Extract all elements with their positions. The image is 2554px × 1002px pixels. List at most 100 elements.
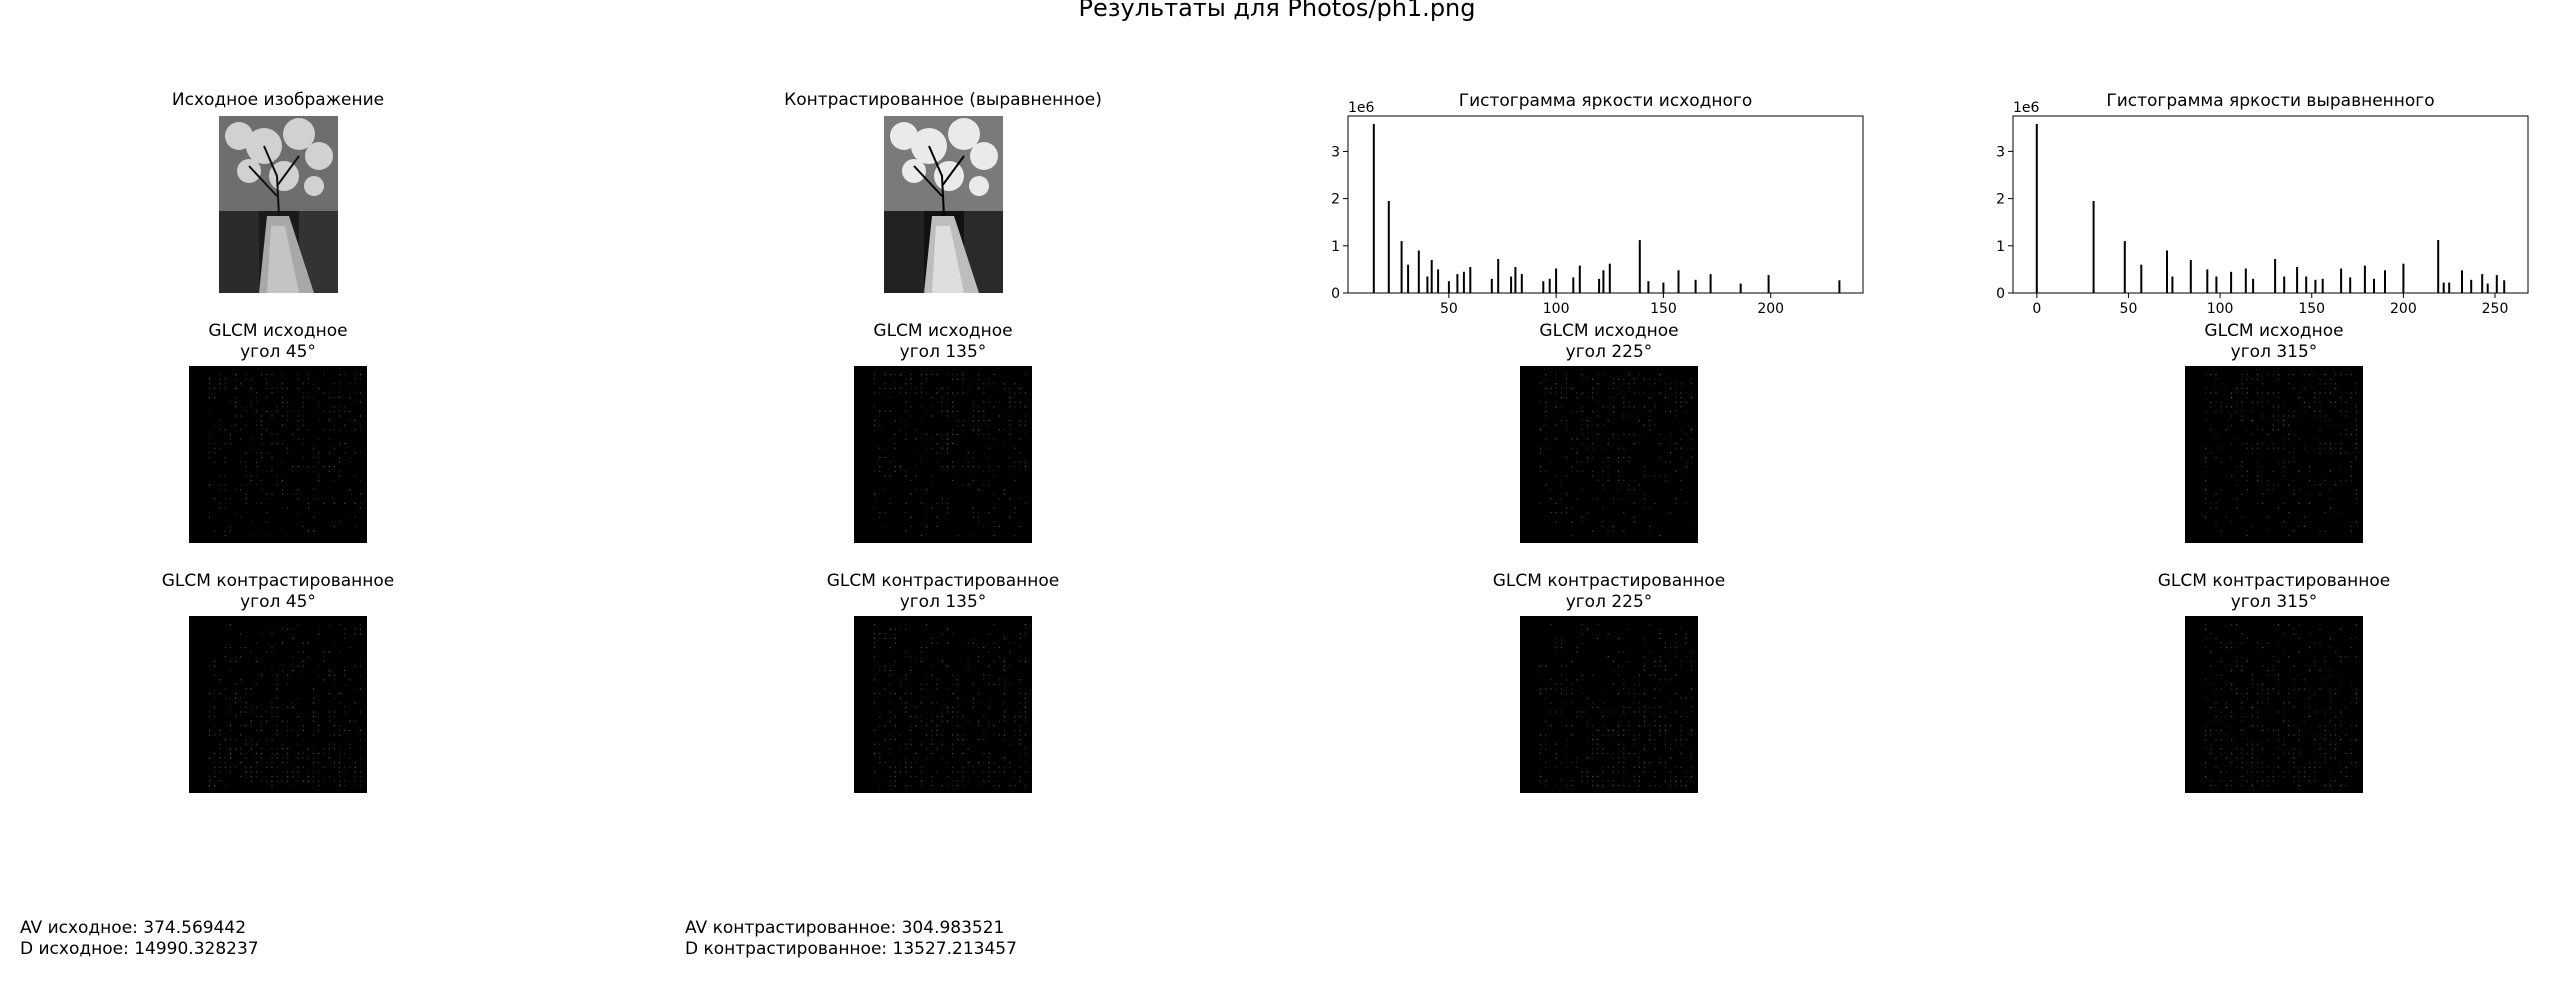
y-tick-label: 3 — [1331, 144, 1340, 160]
glcm_original-matrix-pattern — [209, 374, 361, 537]
x-tick-label: 0 — [2032, 301, 2041, 317]
histogram-title: Гистограмма яркости выравненного — [2106, 91, 2434, 111]
histogram-bar — [2092, 201, 2095, 293]
glcm_original-matrix-pattern — [874, 374, 1026, 537]
x-tick-label: 200 — [1757, 301, 1784, 317]
glcm_equalized-matrix-3 — [2185, 616, 2363, 793]
histogram-bar — [1387, 201, 1390, 293]
x-tick-label: 250 — [2482, 301, 2509, 317]
glcm_equalized-title-line1: GLCM контрастированное — [826, 571, 1060, 591]
histogram-original-chart: Гистограмма яркости исходного 1e6 50 100 150… — [1331, 91, 1864, 317]
glcm_equalized-matrix-pattern — [1540, 624, 1692, 787]
histogram-bar — [2244, 268, 2247, 293]
glcm_equalized-title-line2: угол 45° — [240, 592, 316, 612]
y-tick-label: 3 — [1996, 144, 2005, 160]
histogram-bar — [2503, 280, 2506, 293]
glcm_equalized-title-0: GLCM контрастированное угол 45° — [162, 571, 395, 613]
glcm_equalized-title-3: GLCM контрастированное угол 315° — [2158, 571, 2391, 613]
histogram-bar — [2314, 279, 2317, 293]
histogram-bar — [2448, 282, 2451, 293]
histogram-bar — [1417, 250, 1420, 293]
histogram-bar — [2495, 275, 2498, 293]
x-tick-label: 200 — [2390, 301, 2417, 317]
histogram-bar — [1572, 277, 1575, 293]
original-d-text: D исходное: 14990.328237 — [20, 939, 259, 959]
glcm_equalized-matrix-1 — [854, 616, 1032, 793]
x-tick-label: 50 — [1440, 301, 1458, 317]
equalized-image — [884, 116, 1003, 293]
glcm_equalized-title-line1: GLCM контрастированное — [161, 571, 395, 591]
histogram-bar — [1608, 263, 1611, 293]
y-tick-label: 1 — [1996, 239, 2005, 255]
original-stats: AV исходное: 374.569442 D исходное: 1499… — [20, 918, 259, 960]
histogram-bar — [1578, 265, 1581, 293]
histogram-bar — [1400, 241, 1403, 293]
histogram-bar — [1372, 124, 1375, 293]
equalized-image-title: Контрастированное (выравненное) — [784, 90, 1102, 110]
glcm_equalized-matrix-pattern — [209, 624, 361, 787]
glcm_equalized-title-line2: угол 315° — [2230, 592, 2318, 612]
histogram-bar — [1407, 264, 1410, 293]
histogram-bar — [2035, 124, 2038, 293]
equalized-d-text: D контрастированное: 13527.213457 — [685, 939, 1017, 959]
histogram-bar — [1709, 274, 1712, 293]
glcm_equalized-matrix-pattern — [874, 624, 1026, 787]
histogram-bar — [2166, 250, 2168, 293]
histogram-bar — [1469, 267, 1472, 293]
histogram-bar — [2321, 278, 2324, 293]
histogram-bar — [1430, 260, 1433, 293]
histogram-bar — [2442, 282, 2445, 293]
y-tick-label: 1 — [1331, 239, 1340, 255]
histogram-bar — [2252, 278, 2255, 293]
histogram-bar — [2189, 260, 2192, 293]
histogram-bar — [1514, 267, 1517, 293]
histogram-bar — [1456, 274, 1459, 293]
glcm_equalized-title-line2: угол 135° — [899, 592, 987, 612]
histogram-bar — [1426, 276, 1429, 293]
histogram-bar — [2230, 271, 2233, 293]
histogram-bar — [1638, 240, 1641, 293]
histogram-bar — [2349, 277, 2352, 293]
histogram-bar — [2206, 269, 2209, 293]
histogram-bar — [1602, 270, 1605, 293]
original-av-text: AV исходное: 374.569442 — [20, 918, 247, 938]
glcm_equalized-title-2: GLCM контрастированное угол 225° — [1493, 571, 1726, 613]
glcm_original-title-line1: GLCM исходное — [2204, 321, 2344, 341]
histogram-bar — [1510, 276, 1513, 293]
glcm_original-title-0: GLCM исходное угол 45° — [208, 321, 347, 363]
histogram-bar — [2171, 276, 2174, 293]
histogram-offset-label: 1e6 — [2013, 100, 2040, 116]
y-tick-label: 2 — [1331, 192, 1340, 208]
glcm_equalized-matrix-0 — [189, 616, 367, 793]
glcm_equalized-title-1: GLCM контрастированное угол 135° — [827, 571, 1060, 613]
histogram-bar — [2470, 279, 2473, 293]
glcm_original-title-line2: угол 135° — [899, 342, 987, 362]
glcm_original-title-line2: угол 315° — [2230, 342, 2318, 362]
histogram-bar — [1598, 278, 1601, 293]
histogram-bar — [2481, 274, 2484, 293]
histogram-bar — [2402, 263, 2405, 293]
equalized-image-art — [884, 116, 1003, 293]
glcm_original-matrix-3 — [2185, 366, 2363, 543]
histogram-bar — [2305, 276, 2308, 293]
glcm_original-matrix-2 — [1520, 366, 1698, 543]
histogram-bar — [2363, 265, 2366, 293]
histogram-bar — [2486, 283, 2489, 293]
histogram-bar — [2274, 259, 2277, 293]
original-image-art — [219, 116, 338, 293]
glcm_original-title-line2: угол 45° — [240, 342, 316, 362]
original-image — [219, 116, 338, 293]
glcm_original-title-3: GLCM исходное угол 315° — [2204, 321, 2343, 363]
glcm_equalized-title-line1: GLCM контрастированное — [1492, 571, 1726, 591]
histogram-bar — [1497, 259, 1500, 293]
histogram-bar — [1490, 278, 1493, 293]
histogram-bar — [1694, 279, 1697, 293]
x-tick-label: 150 — [1650, 301, 1677, 317]
histogram-bar — [2215, 276, 2218, 293]
y-tick-label: 2 — [1996, 192, 2005, 208]
histogram-title: Гистограмма яркости исходного — [1459, 91, 1753, 111]
y-tick-label: 0 — [1331, 286, 1340, 302]
glcm_original-matrix-1 — [854, 366, 1032, 543]
histogram-bar — [2340, 268, 2343, 293]
